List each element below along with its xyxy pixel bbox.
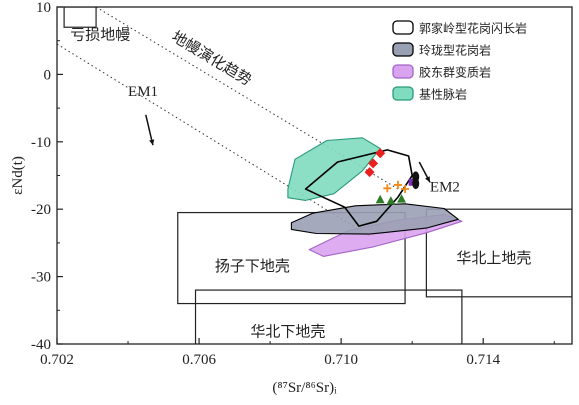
y-tick-label-1: 0	[44, 67, 52, 83]
data-point-5	[401, 184, 410, 193]
region-box-3	[425, 208, 572, 298]
region-label-2: 华北下地壳	[250, 323, 325, 341]
legend-label-3: 基性脉岩	[419, 87, 467, 102]
end-member-arrowhead-0	[149, 139, 155, 146]
region-box-0	[63, 7, 97, 28]
end-member-label-0: EM1	[128, 84, 158, 100]
region-box-1	[177, 211, 406, 305]
region-label-3: 华北上地壳	[456, 249, 531, 267]
field-3	[304, 149, 414, 227]
data-point-9	[408, 178, 416, 186]
y-tick-label-4: -30	[31, 270, 51, 286]
plot-area: 10 0 -10 -20 -30 -400.702 0.706 0.710 0.714 (⁸⁷Sr…	[10, 0, 573, 396]
mantle-trend-line-1	[57, 43, 370, 237]
data-point-0	[375, 148, 386, 159]
x-tick-label-3: 0.714	[466, 352, 500, 368]
legend-swatch-0	[392, 20, 414, 35]
legend-label-2: 胶东群变质岩	[419, 65, 491, 80]
legend-swatch-2	[392, 64, 414, 79]
x-tick-label-2: 0.710	[324, 352, 358, 368]
data-point-3	[383, 184, 392, 193]
legend-label-0: 郭家岭型花岗闪长岩	[419, 21, 527, 36]
data-point-7	[386, 196, 396, 205]
y-tick-label-5: -40	[31, 337, 51, 353]
y-axis-title: εNd(t)	[10, 156, 26, 195]
end-member-label-1: EM2	[430, 180, 460, 196]
data-point-4	[393, 180, 402, 189]
data-point-2	[364, 167, 375, 178]
x-tick-label-0: 0.702	[40, 352, 74, 368]
field-1	[290, 203, 459, 235]
region-box-2	[194, 289, 463, 344]
data-point-1	[368, 158, 379, 169]
legend-swatch-1	[392, 42, 414, 57]
y-tick-label-3: -20	[31, 202, 51, 218]
legend-label-1: 玲珑型花岗岩	[419, 43, 491, 58]
legend-swatch-3	[392, 86, 414, 101]
region-label-0: 亏损地幔	[70, 25, 130, 43]
region-label-1: 扬子下地壳	[215, 257, 290, 275]
plot-content	[57, 7, 572, 344]
end-member-arrowhead-1	[425, 176, 430, 183]
y-tick-label-0: 10	[36, 0, 51, 16]
y-tick-label-2: -10	[31, 135, 51, 151]
data-point-6	[375, 194, 385, 204]
legend-background	[385, 15, 569, 107]
field-2	[287, 137, 381, 201]
data-point-11	[412, 178, 420, 190]
x-axis-title: (⁸⁷Sr/⁸⁶Sr)ᵢ	[272, 380, 337, 396]
x-tick-label-1: 0.706	[182, 352, 216, 368]
data-point-8	[397, 194, 407, 203]
